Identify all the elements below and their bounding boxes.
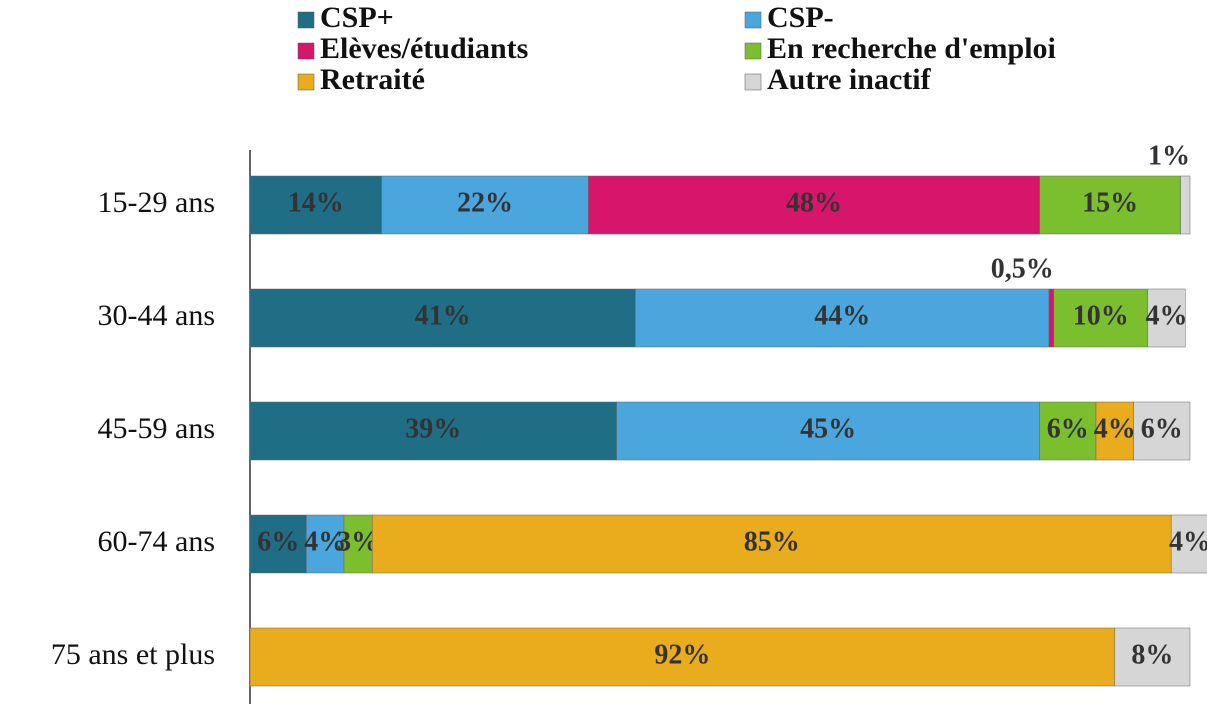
value-label: 4% (1146, 300, 1188, 331)
legend-label: CSP+ (320, 1, 394, 34)
legend-swatch (297, 73, 315, 91)
bar-segment (1147, 288, 1186, 348)
value-label: 6% (1047, 413, 1089, 444)
value-label: 41% (415, 300, 471, 331)
value-label: 4% (1094, 413, 1136, 444)
bar-segment (1095, 401, 1134, 461)
value-label: 4% (304, 526, 346, 557)
legend-label: En recherche d'emploi (767, 32, 1056, 65)
bar-segment (1039, 401, 1097, 461)
value-label: 6% (257, 526, 299, 557)
bar-segment (1180, 175, 1191, 235)
y-tick-label: 45-59 ans (98, 412, 215, 445)
bar-segment (381, 175, 589, 235)
legend-swatch (744, 42, 762, 60)
legend-label: Autre inactif (767, 63, 932, 96)
y-tick-label: 15-29 ans (98, 186, 215, 219)
legend-swatch (297, 11, 315, 29)
value-label: 39% (405, 413, 461, 444)
value-label: 8% (1131, 639, 1173, 670)
bar-segment (306, 514, 345, 574)
legend-swatch (744, 73, 762, 91)
legend-swatch (744, 11, 762, 29)
value-label: 4% (1169, 526, 1207, 557)
value-label: 14% (288, 187, 344, 218)
bar-segment (249, 514, 307, 574)
bar-segment (1133, 401, 1191, 461)
bar-segment (1114, 627, 1191, 687)
value-label: 6% (1141, 413, 1183, 444)
y-tick-label: 75 ans et plus (51, 638, 215, 671)
value-label: 10% (1073, 300, 1129, 331)
bar-segment (1048, 288, 1054, 348)
y-tick-label: 60-74 ans (98, 525, 215, 558)
value-label: 85% (744, 526, 800, 557)
value-label: 1% (1148, 140, 1190, 171)
bar-segment (249, 401, 617, 461)
bar-segment (635, 288, 1050, 348)
value-label: 45% (800, 413, 856, 444)
legend-label: CSP- (767, 1, 834, 34)
legend-label: Elèves/étudiants (320, 32, 528, 65)
value-label: 15% (1082, 187, 1138, 218)
legend-swatch (297, 42, 315, 60)
bar-segment (249, 627, 1116, 687)
value-label: 92% (654, 639, 710, 670)
legend-label: Retraité (320, 63, 425, 96)
value-label: 22% (457, 187, 513, 218)
bar-segment (588, 175, 1040, 235)
value-label: 48% (786, 187, 842, 218)
bar-segment (1170, 514, 1207, 574)
value-label: 0,5% (991, 253, 1054, 284)
y-tick-label: 30-44 ans (98, 299, 215, 332)
bar-segment (249, 175, 382, 235)
value-label: 44% (814, 300, 870, 331)
bar-segment (616, 401, 1040, 461)
bar-segment (371, 514, 1172, 574)
